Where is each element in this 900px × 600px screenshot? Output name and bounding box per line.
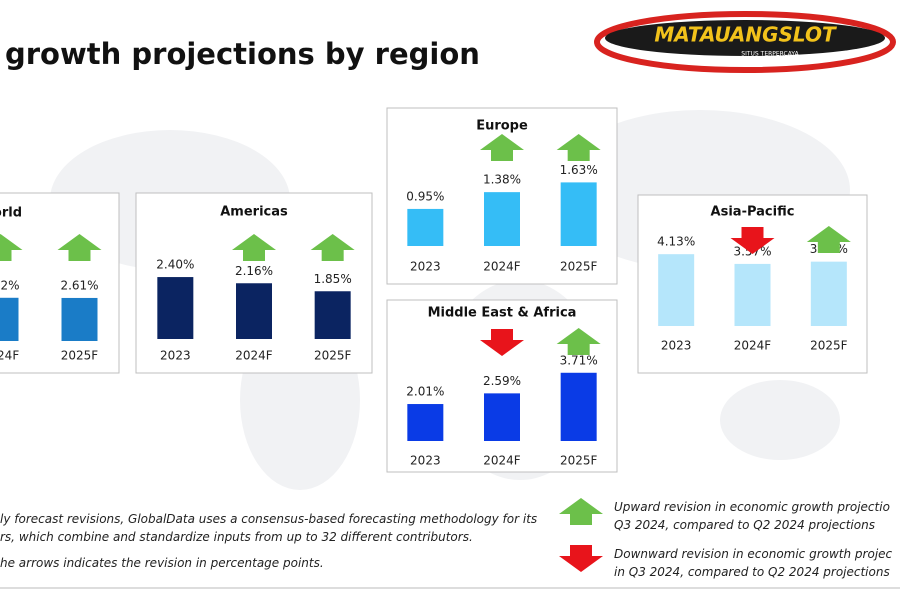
legend-text: Upward revision in economic growth proje… xyxy=(614,500,890,514)
revision-arrow xyxy=(310,234,355,261)
revision-arrow xyxy=(730,227,775,254)
note: he arrows indicates the revision in perc… xyxy=(0,556,324,570)
bar xyxy=(157,277,194,339)
value-label: 2.62% xyxy=(0,278,20,292)
panel-title: World xyxy=(0,206,22,221)
category-label: 2024F xyxy=(483,454,521,468)
value-label: 1.38% xyxy=(483,173,521,187)
legend-arrow xyxy=(559,545,603,572)
value-label: 4.13% xyxy=(657,235,695,249)
revision-arrow xyxy=(806,226,851,253)
revision-arrow xyxy=(57,234,102,261)
bar xyxy=(658,254,695,326)
legend-text: Downward revision in economic growth pro… xyxy=(614,547,893,561)
value-label: 2.16% xyxy=(235,264,273,278)
bar xyxy=(484,192,520,246)
category-label: 2025F xyxy=(61,349,99,363)
bar xyxy=(734,263,771,326)
note: rs, which combine and standardize inputs… xyxy=(0,530,473,544)
value-label: 2.40% xyxy=(156,258,194,272)
legend-text: Q3 2024, compared to Q2 2024 projections xyxy=(614,518,875,532)
panel-title: Europe xyxy=(476,119,528,134)
category-label: 2025F xyxy=(560,454,598,468)
value-label: 0.95% xyxy=(406,189,444,203)
bar xyxy=(407,404,444,441)
panel-title: Middle East & Africa xyxy=(428,306,577,321)
category-label: 2023 xyxy=(410,454,441,468)
bar xyxy=(61,297,98,341)
category-label: 2025F xyxy=(314,349,352,363)
bar xyxy=(407,208,444,246)
category-label: 2024F xyxy=(0,349,19,363)
bar xyxy=(314,291,351,339)
panel xyxy=(0,192,120,374)
revision-arrow xyxy=(480,134,524,161)
legend-text: in Q3 2024, compared to Q2 2024 projecti… xyxy=(614,565,890,579)
note: ly forecast revisions, GlobalData uses a… xyxy=(0,512,538,526)
page-title: growth projections by region xyxy=(5,37,480,71)
bar xyxy=(484,393,520,441)
panel-title: Americas xyxy=(220,205,288,220)
value-label: 1.85% xyxy=(314,272,352,286)
value-label: 2.61% xyxy=(60,278,98,292)
logo: MATAUANGSLOT SITUS TERPERCAYA xyxy=(594,11,896,73)
logo-text: MATAUANGSLOT xyxy=(654,23,837,47)
bar xyxy=(560,182,597,246)
revision-arrow xyxy=(556,328,601,355)
legend-arrow xyxy=(559,498,603,525)
bar xyxy=(0,297,19,341)
logo-tagline: SITUS TERPERCAYA xyxy=(741,51,799,58)
category-label: 2023 xyxy=(410,260,441,274)
revision-arrow xyxy=(480,329,524,356)
category-label: 2025F xyxy=(560,260,598,274)
panel-title: Asia-Pacific xyxy=(711,205,795,220)
bar xyxy=(236,283,272,339)
category-label: 2024F xyxy=(235,349,273,363)
value-label: 1.63% xyxy=(560,163,598,177)
value-label: 2.01% xyxy=(406,385,444,399)
category-label: 2025F xyxy=(810,339,848,353)
category-label: 2024F xyxy=(483,260,521,274)
category-label: 2023 xyxy=(160,349,191,363)
value-label: 3.71% xyxy=(560,353,598,367)
bar xyxy=(810,261,847,326)
revision-arrow xyxy=(232,234,276,261)
category-label: 2023 xyxy=(661,339,692,353)
category-label: 2024F xyxy=(734,339,772,353)
revision-arrow xyxy=(556,134,601,161)
bar xyxy=(560,372,597,441)
revision-arrow xyxy=(0,234,23,261)
value-label: 2.59% xyxy=(483,374,521,388)
